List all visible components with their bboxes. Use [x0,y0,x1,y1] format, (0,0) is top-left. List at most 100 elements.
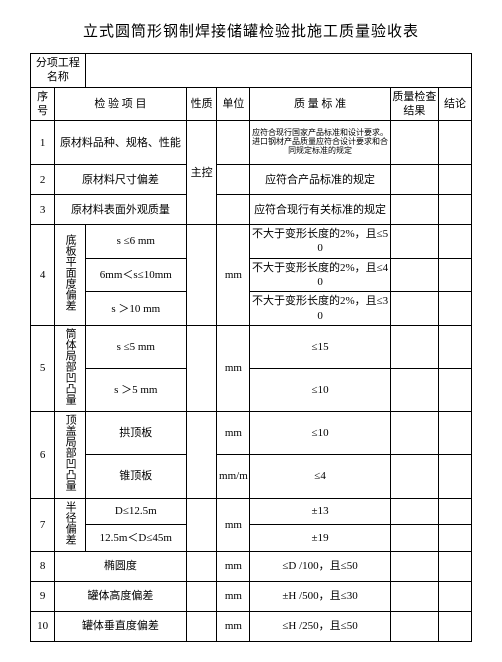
r4b-conc [439,258,472,292]
r9-unit: mm [217,581,250,611]
r10-item: 罐体垂直度偏差 [55,611,187,641]
col-result: 质量检查结果 [390,87,438,121]
r3-unit [217,195,250,225]
r9-conc [439,581,472,611]
r7a-item: D≤12.5m [85,498,186,525]
r3-result [390,195,438,225]
r4a-std: 不大于变形长度的2%，且≤50 [250,225,390,259]
r3-no: 3 [31,195,55,225]
r6b-conc [439,455,472,498]
r6b-item: 锥顶板 [85,455,186,498]
r4c-item: s ＞10 mm [85,292,186,326]
r5b-conc [439,369,472,412]
r7a-conc [439,498,472,525]
r1-no: 1 [31,121,55,165]
r7-group: 半径偏差 [55,498,86,551]
r4b-std: 不大于变形长度的2%，且≤40 [250,258,390,292]
r5a-conc [439,325,472,368]
r7b-std: ±19 [250,525,390,552]
r6-no: 6 [31,412,55,498]
r1-unit [217,121,250,165]
r4a-item: s ≤6 mm [85,225,186,259]
r5-group: 筒体局部凹凸量 [55,325,86,411]
project-value [85,54,471,88]
r6b-result [390,455,438,498]
r4-group: 底板平面度偏差 [55,225,86,326]
r8-unit: mm [217,551,250,581]
r7-unit: mm [217,498,250,551]
r6-nature [186,412,217,498]
r4a-result [390,225,438,259]
r7a-std: ±13 [250,498,390,525]
r9-std: ±H /500，且≤30 [250,581,390,611]
r4-nature [186,225,217,326]
r6a-conc [439,412,472,455]
r7b-conc [439,525,472,552]
r10-unit: mm [217,611,250,641]
r1-item: 原材料品种、规格、性能 [55,121,187,165]
r8-nature [186,551,217,581]
r2-conc [439,165,472,195]
col-item: 检 验 项 目 [55,87,187,121]
r5b-item: s ＞5 mm [85,369,186,412]
r9-nature [186,581,217,611]
r1-result [390,121,438,165]
r4a-conc [439,225,472,259]
r9-item: 罐体高度偏差 [55,581,187,611]
r5b-std: ≤10 [250,369,390,412]
col-unit: 单位 [217,87,250,121]
r4c-std: 不大于变形长度的2%，且≤30 [250,292,390,326]
r3-std: 应符合现行有关标准的规定 [250,195,390,225]
r9-no: 9 [31,581,55,611]
r7b-item: 12.5m＜D≤45m [85,525,186,552]
r7b-result [390,525,438,552]
r10-nature [186,611,217,641]
r5a-std: ≤15 [250,325,390,368]
r5a-result [390,325,438,368]
r4-unit: mm [217,225,250,326]
r1-std: 应符合现行国家产品标准和设计要求。进口钢材产品质量应符合设计要求和合同规定标准的… [250,121,390,165]
r5-unit: mm [217,325,250,411]
r8-conc [439,551,472,581]
r8-std: ≤D /100，且≤50 [250,551,390,581]
page-title: 立式圆筒形钢制焊接储罐检验批施工质量验收表 [30,20,472,41]
r4b-result [390,258,438,292]
r10-std: ≤H /250，且≤50 [250,611,390,641]
r5-no: 5 [31,325,55,411]
inspection-table: 分项工程名称 序号 检 验 项 目 性质 单位 质 量 标 准 质量检查结果 结… [30,53,472,642]
r2-result [390,165,438,195]
r2-item: 原材料尺寸偏差 [55,165,187,195]
r6b-std: ≤4 [250,455,390,498]
r3-item: 原材料表面外观质量 [55,195,187,225]
r10-result [390,611,438,641]
r2-std: 应符合产品标准的规定 [250,165,390,195]
r2-unit [217,165,250,195]
r4-no: 4 [31,225,55,326]
r6a-item: 拱顶板 [85,412,186,455]
r9-result [390,581,438,611]
r6a-unit: mm [217,412,250,455]
r4c-result [390,292,438,326]
r3-conc [439,195,472,225]
r8-result [390,551,438,581]
r6b-unit: mm/m [217,455,250,498]
r6-group: 顶盖局部凹凸量 [55,412,86,498]
r1-nature: 主控 [186,121,217,225]
r7-nature [186,498,217,551]
r7-no: 7 [31,498,55,551]
col-conclusion: 结论 [439,87,472,121]
r4b-item: 6mm＜s≤10mm [85,258,186,292]
col-nature: 性质 [186,87,217,121]
col-standard: 质 量 标 准 [250,87,390,121]
r5-nature [186,325,217,411]
r8-no: 8 [31,551,55,581]
r4c-conc [439,292,472,326]
r7a-result [390,498,438,525]
r6a-std: ≤10 [250,412,390,455]
r5a-item: s ≤5 mm [85,325,186,368]
r2-no: 2 [31,165,55,195]
project-label: 分项工程名称 [31,54,86,88]
r6a-result [390,412,438,455]
r1-conc [439,121,472,165]
col-seq: 序号 [31,87,55,121]
